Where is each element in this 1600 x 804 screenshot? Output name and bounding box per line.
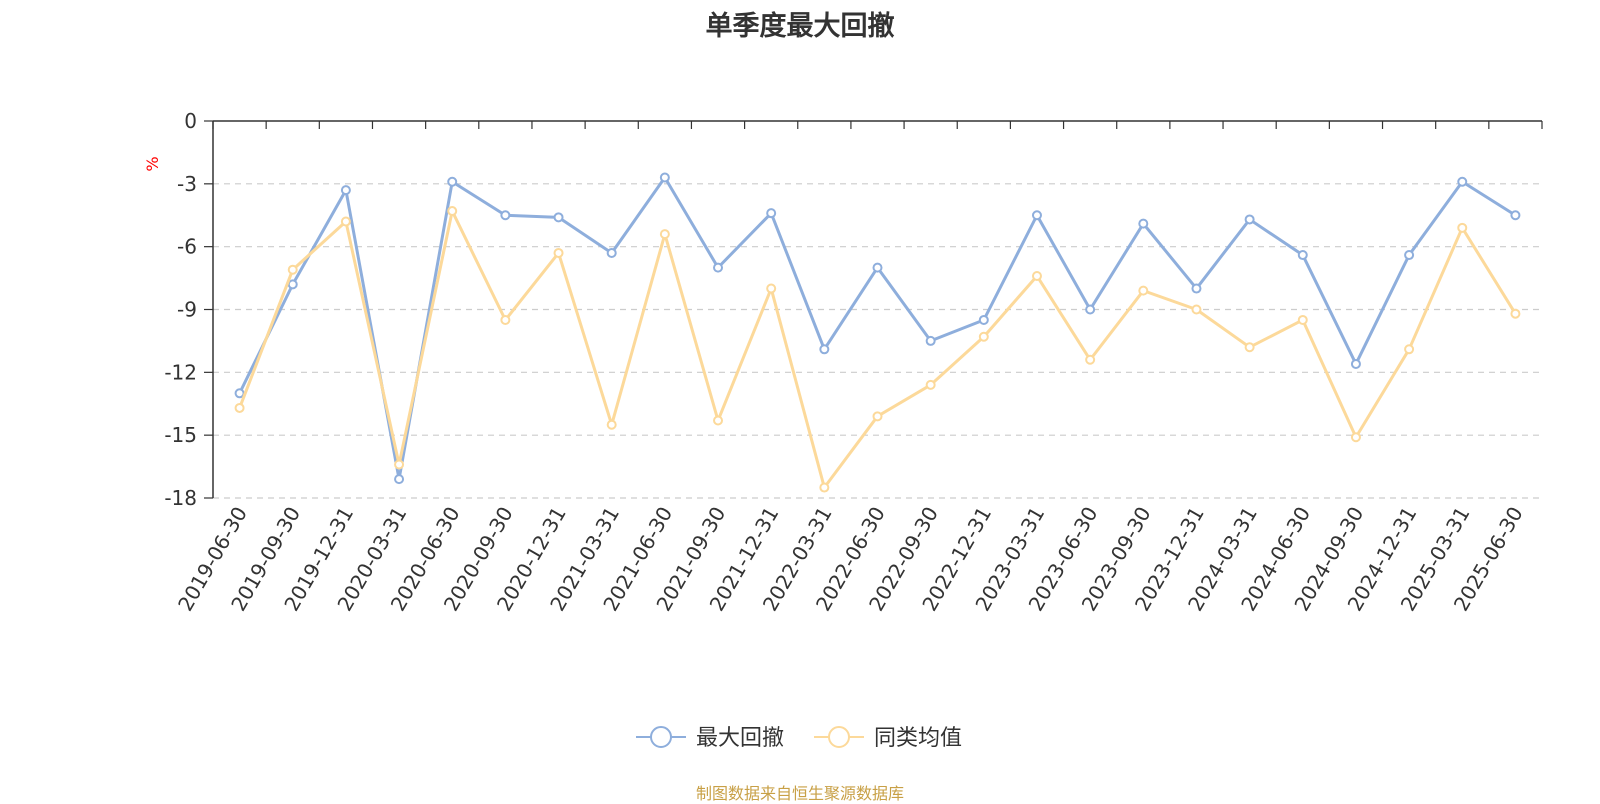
data-point (872, 262, 883, 273)
y-axis-unit-label: % (143, 156, 162, 171)
legend-marker-icon (650, 726, 672, 748)
data-point (553, 247, 564, 258)
data-point (1297, 314, 1308, 325)
data-point (713, 262, 724, 273)
y-tick-label: -9 (177, 298, 197, 322)
data-point (1404, 344, 1415, 355)
legend-item-2[interactable]: 同类均值 (814, 726, 962, 751)
data-point (1350, 358, 1361, 369)
data-point (659, 229, 670, 240)
data-point (500, 314, 511, 325)
data-point (1404, 250, 1415, 261)
legend-label: 同类均值 (874, 726, 962, 751)
data-point (819, 344, 830, 355)
legend[interactable]: 最大回撤 同类均值 (636, 726, 962, 751)
grid-lines (213, 183, 1542, 499)
data-point (340, 185, 351, 196)
data-point (1138, 218, 1149, 229)
data-point (659, 172, 670, 183)
data-point (606, 419, 617, 430)
source-note: 制图数据来自恒生聚源数据库 (695, 784, 904, 803)
data-point (766, 283, 777, 294)
data-point (1085, 304, 1096, 315)
data-point (1510, 308, 1521, 319)
data-point (925, 379, 936, 390)
legend-label: 最大回撤 (696, 726, 784, 751)
data-point (1085, 354, 1096, 365)
data-point (234, 388, 245, 399)
data-point (766, 208, 777, 219)
data-point (447, 176, 458, 187)
data-point (978, 314, 989, 325)
series-lines (234, 172, 1521, 493)
axes: 0-3-6-9-12-15-182019-06-302019-09-302019… (164, 109, 1543, 615)
data-point (394, 459, 405, 470)
data-point (1138, 285, 1149, 296)
data-point (978, 331, 989, 342)
data-point (925, 335, 936, 346)
data-point (713, 415, 724, 426)
data-point (447, 206, 458, 217)
data-point (287, 279, 298, 290)
data-point (1510, 210, 1521, 221)
data-point (1297, 250, 1308, 261)
data-point (606, 247, 617, 258)
data-point (1244, 214, 1255, 225)
data-point (1191, 283, 1202, 294)
y-tick-label: -15 (164, 423, 197, 447)
data-point (1457, 176, 1468, 187)
y-tick-label: -18 (164, 486, 197, 510)
y-tick-label: -6 (177, 235, 197, 259)
series-line (238, 209, 1517, 490)
data-point (234, 402, 245, 413)
data-point (394, 474, 405, 485)
y-tick-label: 0 (184, 109, 197, 133)
data-point (1031, 210, 1042, 221)
legend-item-1[interactable]: 最大回撤 (636, 726, 784, 751)
chart-title: 单季度最大回撤 (705, 11, 895, 42)
data-point (872, 411, 883, 422)
y-tick-label: -12 (164, 360, 197, 384)
data-point (1350, 432, 1361, 443)
data-point (1457, 222, 1468, 233)
data-point (1031, 270, 1042, 281)
data-point (287, 264, 298, 275)
data-point (500, 210, 511, 221)
data-point (340, 216, 351, 227)
legend-marker-icon (828, 726, 850, 748)
series-2 (234, 206, 1521, 493)
series-1 (234, 172, 1521, 485)
y-tick-label: -3 (177, 172, 197, 196)
data-point (1191, 304, 1202, 315)
data-point (1244, 342, 1255, 353)
data-point (553, 212, 564, 223)
series-line (238, 176, 1517, 481)
data-point (819, 482, 830, 493)
